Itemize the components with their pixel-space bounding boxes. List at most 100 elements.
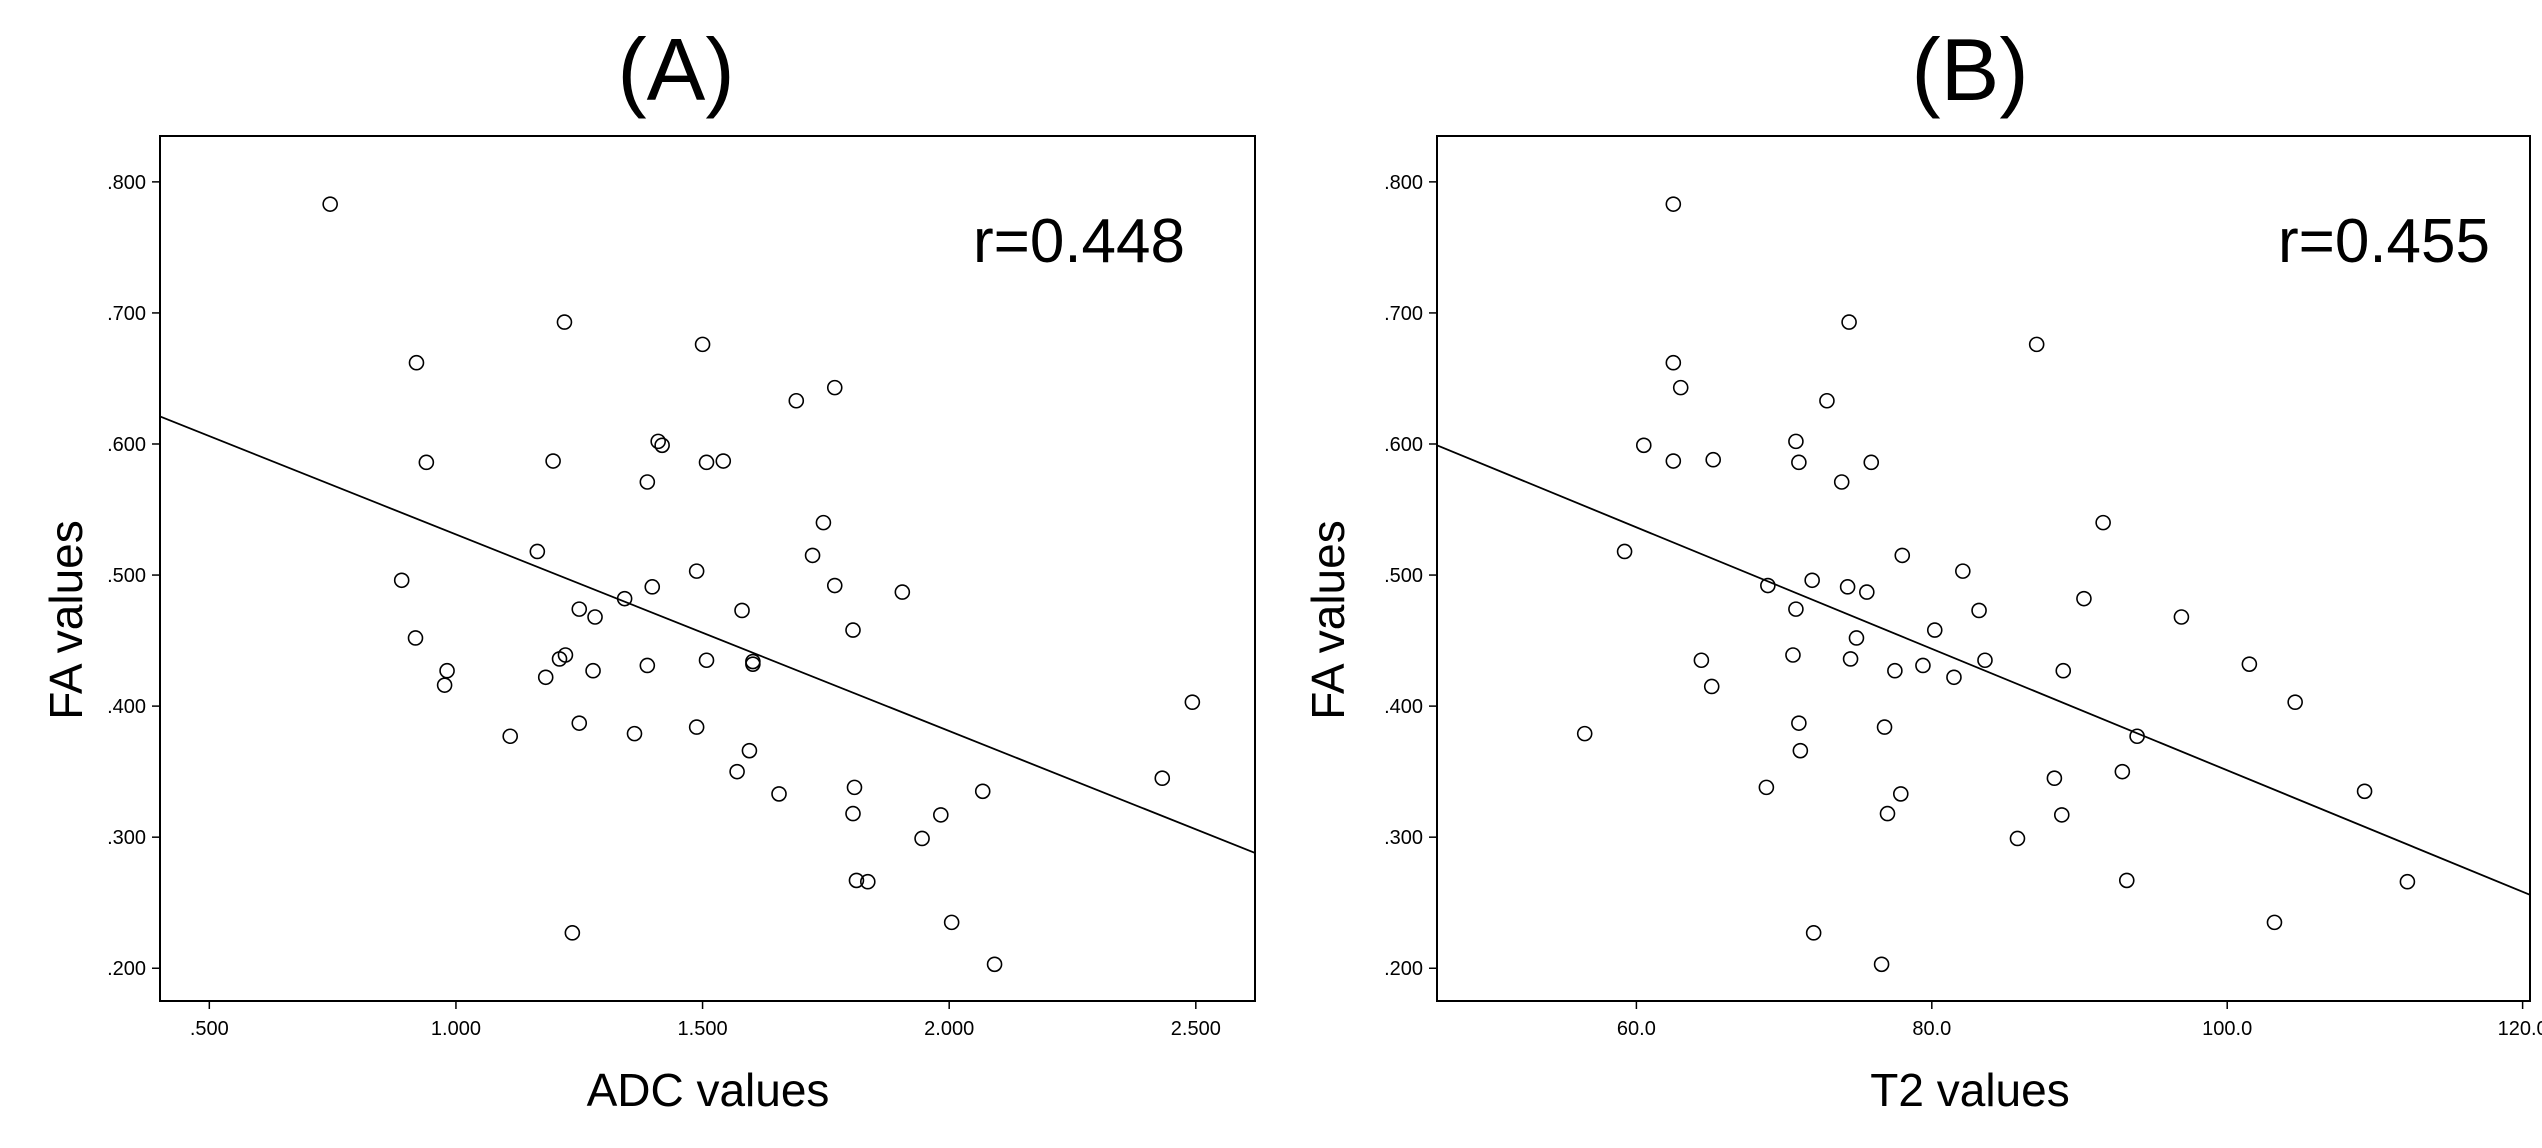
panel-a-data-point xyxy=(616,590,633,607)
panel-b-data-point xyxy=(2009,830,2026,847)
panel-b: (B) .200 .300 .400 .500 .600 .700 .800 60.0 80.… xyxy=(1302,20,2542,1116)
panel-b-data-point xyxy=(1955,563,1971,579)
panel-a-data-point xyxy=(418,454,435,471)
panel-a-y-tick-label: .600 xyxy=(107,434,146,456)
panel-b-data-point xyxy=(1894,547,1911,564)
panel-b-y-tick-label: .600 xyxy=(1384,434,1423,456)
panel-a-data-point xyxy=(933,807,949,823)
panel-a-x-ticks: .500 1.000 1.500 2.000 2.500 xyxy=(190,1001,1221,1040)
panel-b-data-point xyxy=(2028,336,2045,353)
panel-a: (A) .200 .300 .400 .500 .600 .700 .800 .500 1.0… xyxy=(40,20,1256,1116)
panel-b-data-point xyxy=(2076,590,2092,607)
panel-b-data-point xyxy=(1859,584,1875,600)
panel-b-data-point xyxy=(1758,779,1775,796)
panel-a-data-point xyxy=(639,657,656,674)
panel-a-data-point xyxy=(571,715,588,731)
panel-b-y-ticks: .200 .300 .400 .500 .600 .700 .800 xyxy=(1384,172,1437,980)
panel-b-y-tick-label: .400 xyxy=(1384,696,1423,718)
panel-a-data-point xyxy=(729,763,745,780)
panel-a-data-point xyxy=(741,742,758,759)
panel-b-y-tick-label: .500 xyxy=(1384,565,1423,587)
panel-b-data-point xyxy=(2266,914,2283,931)
panel-b-x-axis-title: T2 values xyxy=(1870,1064,2069,1116)
panel-a-data-point xyxy=(974,783,991,800)
panel-b-x-tick-label: 120.0 xyxy=(2498,1018,2542,1040)
panel-a-data-point xyxy=(1154,770,1171,786)
panel-b-data-point xyxy=(2114,763,2131,780)
panel-a-data-point xyxy=(734,602,750,619)
panel-b-y-tick-label: .300 xyxy=(1384,827,1423,849)
panel-a-data-point xyxy=(848,872,865,889)
panel-a-label: (A) xyxy=(617,20,734,119)
panel-a-data-point xyxy=(804,547,821,564)
panel-b-data-point xyxy=(1791,454,1807,471)
panel-b-data-point xyxy=(1616,543,1633,560)
panel-a-data-point xyxy=(639,474,656,490)
panel-b-data-point xyxy=(1833,474,1850,490)
panel-a-y-tick-label: .300 xyxy=(107,827,146,849)
panel-a-data-point xyxy=(715,453,732,469)
panel-a-data-point xyxy=(846,779,863,796)
panel-a-data-point xyxy=(788,392,805,409)
panel-a-data-point xyxy=(626,725,643,742)
panel-a-data-point xyxy=(771,786,787,802)
panel-b-data-point xyxy=(2095,514,2111,531)
panel-a-x-axis-title: ADC values xyxy=(587,1064,830,1116)
panel-b-data-point xyxy=(1805,925,1822,941)
panel-b-label: (B) xyxy=(1911,20,2028,119)
panel-b-data-point xyxy=(1946,669,1962,686)
panel-b-data-point xyxy=(1665,453,1682,469)
panel-b-x-tick-label: 80.0 xyxy=(1912,1018,1951,1040)
panel-b-data-point xyxy=(1788,433,1804,450)
panel-b-y-tick-label: .800 xyxy=(1384,172,1423,194)
panel-b-data-point xyxy=(1760,577,1776,594)
panel-a-x-tick-label: 2.000 xyxy=(924,1018,974,1040)
panel-b-correlation-label: r=0.455 xyxy=(2278,207,2490,276)
panel-a-data-point xyxy=(845,805,861,822)
panel-a-data-point xyxy=(393,572,410,589)
panel-a-data-point xyxy=(943,914,960,931)
panel-a-data-point xyxy=(745,656,761,672)
panel-a-data-point xyxy=(1184,694,1201,710)
panel-b-data-point xyxy=(1876,719,1893,735)
panel-b-x-tick-label: 60.0 xyxy=(1617,1018,1656,1040)
panel-a-data-point xyxy=(545,453,561,469)
panel-a-y-tick-label: .500 xyxy=(107,565,146,587)
panel-a-data-point xyxy=(654,437,670,454)
panel-a-data-point xyxy=(571,601,588,617)
panel-b-data-point xyxy=(1819,392,1835,409)
panel-b-data-point xyxy=(1635,437,1652,454)
panel-b-data-point xyxy=(2356,783,2373,800)
panel-b-data-point xyxy=(1792,742,1809,759)
panel-b-data-point xyxy=(2129,728,2145,745)
panel-a-data-point xyxy=(322,196,338,212)
panel-a-y-tick-label: .800 xyxy=(107,172,146,194)
panel-a-y-axis-title: FA values xyxy=(40,520,92,719)
panel-b-data-point xyxy=(2287,694,2303,710)
panel-b-data-point xyxy=(1788,601,1804,617)
panel-a-x-tick-label: 1.000 xyxy=(431,1018,481,1040)
panel-a-plot-frame xyxy=(159,135,1256,1002)
panel-b-data-point xyxy=(2055,662,2072,679)
panel-a-data-point xyxy=(529,543,546,560)
panel-a-data-point xyxy=(815,514,832,531)
panel-a-regression-line xyxy=(159,415,1256,854)
panel-b-data-point xyxy=(1915,657,1931,674)
panel-a-data-point xyxy=(694,336,711,353)
panel-a-y-tick-label: .700 xyxy=(107,303,146,325)
panel-b-data-point xyxy=(1863,454,1880,471)
panel-a-data-point xyxy=(650,433,666,450)
panel-b-regression-line xyxy=(1436,444,2531,896)
panel-a-x-tick-label: 2.500 xyxy=(1171,1018,1221,1040)
panel-a-data-point xyxy=(537,669,554,686)
panel-b-x-ticks: 60.0 80.0 100.0 120.0 xyxy=(1617,1001,2542,1040)
panel-a-x-tick-label: 1.500 xyxy=(678,1018,728,1040)
panel-b-data-point xyxy=(1693,652,1710,669)
panel-b-data-point xyxy=(1971,602,1987,619)
panel-b-data-point xyxy=(1804,572,1820,589)
panel-a-data-point xyxy=(688,719,705,735)
panel-b-data-point xyxy=(1873,956,1890,973)
panel-a-data-point xyxy=(688,563,705,579)
panel-b-data-point xyxy=(2241,656,2258,672)
panel-a-data-point xyxy=(557,647,574,663)
